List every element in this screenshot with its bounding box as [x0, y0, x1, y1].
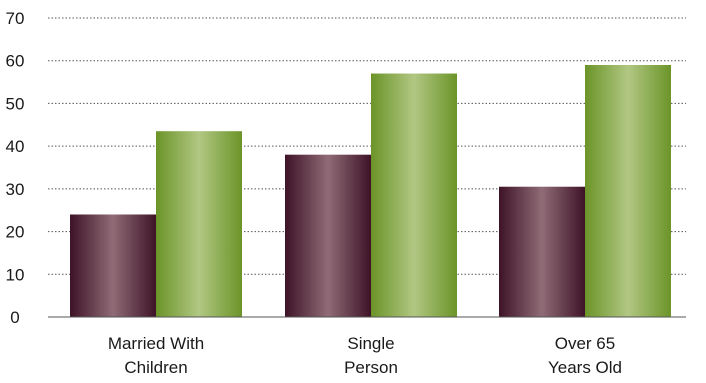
y-tick-label: 10: [6, 265, 25, 284]
category-label: Married With: [108, 334, 204, 353]
category-label: Person: [344, 358, 398, 377]
bar-series-2-category-1: [156, 131, 242, 317]
y-tick-label: 70: [6, 9, 25, 28]
bar-series-1-category-3: [499, 186, 585, 317]
y-tick-label: 40: [6, 137, 25, 156]
bar-series-1-category-1: [70, 214, 156, 317]
y-tick-label: 50: [6, 94, 25, 113]
y-tick-label: 60: [6, 52, 25, 71]
category-label: Single: [347, 334, 394, 353]
category-label: Over 65: [555, 334, 615, 353]
x-axis-category-labels: Married With Children Single Person Over 65 Y…: [108, 334, 622, 377]
category-label: Children: [124, 358, 187, 377]
y-tick-label: 30: [6, 180, 25, 199]
bar-series-2-category-2: [371, 73, 457, 318]
y-tick-label: 0: [10, 308, 19, 327]
bar-series-2-category-3: [585, 64, 671, 317]
y-tick-label: 20: [6, 223, 25, 242]
y-axis-tick-labels: 0 10 20 30 40 50 60 70: [6, 9, 25, 327]
bar-series-1-category-2: [285, 154, 371, 317]
category-label: Years Old: [548, 358, 622, 377]
bars: [70, 64, 671, 318]
